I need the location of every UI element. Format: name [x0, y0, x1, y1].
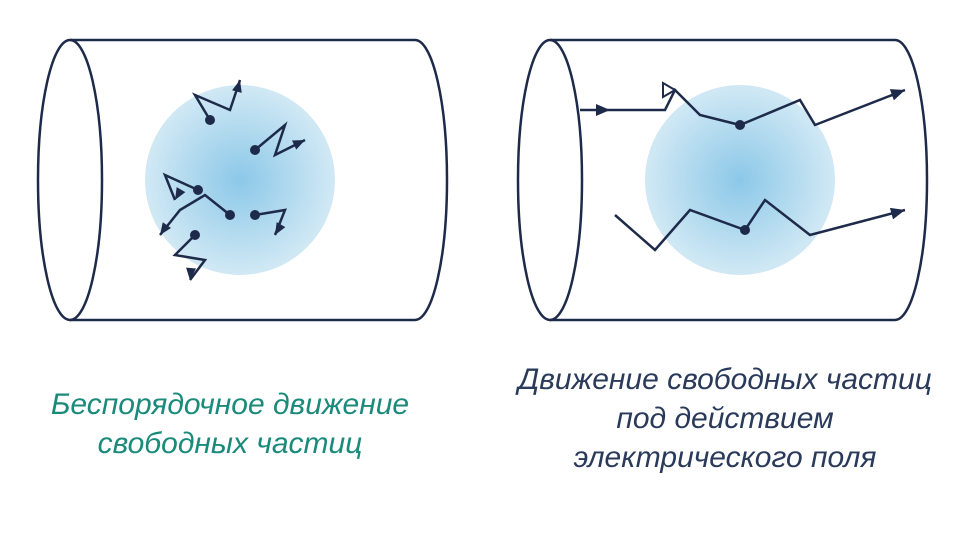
- cylinder-directed-svg: [510, 35, 930, 325]
- cross-section-circle: [645, 85, 835, 275]
- cylinder-chaotic: [30, 35, 450, 330]
- cylinder-chaotic-svg: [30, 35, 450, 325]
- diagram-area: [0, 30, 963, 350]
- caption-directed: Движение свободных частиц под действием …: [510, 360, 940, 477]
- cylinder-directed: [510, 35, 930, 330]
- caption-chaotic: Беспорядочное движение свободных частиц: [30, 385, 430, 463]
